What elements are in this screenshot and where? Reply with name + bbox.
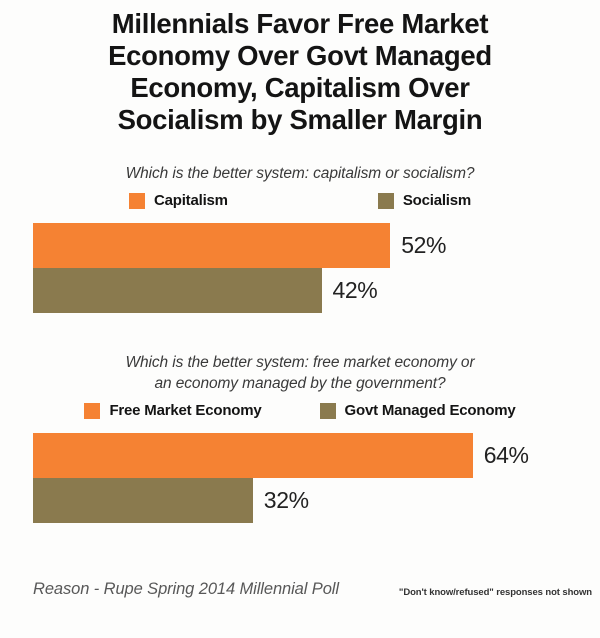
title-line-2: Economy Over Govt Managed xyxy=(108,40,492,71)
legend-item-socialism[interactable]: Socialism xyxy=(377,192,472,209)
legend-label-free-market-economy: Free Market Economy xyxy=(109,402,262,419)
legend-swatch-socialism xyxy=(377,192,394,209)
title-line-4: Socialism by Smaller Margin xyxy=(117,104,483,135)
legend-item-govt-managed-economy[interactable]: Govt Managed Economy xyxy=(319,402,516,419)
legend-item-capitalism[interactable]: Capitalism xyxy=(128,192,228,209)
bar-value-free-market-economy: 64% xyxy=(483,442,529,468)
bar-value-govt-managed-economy: 32% xyxy=(263,487,309,513)
bar-row-govt-managed-economy: 32% xyxy=(33,478,600,523)
title-line-3: Economy, Capitalism Over xyxy=(130,72,470,103)
legend-swatch-free-market-economy xyxy=(84,402,101,419)
source-attribution: Reason - Rupe Spring 2014 Millennial Pol… xyxy=(33,580,339,598)
bar-value-socialism: 42% xyxy=(332,277,378,303)
bar-group-capitalism: 52% 42% xyxy=(33,223,600,313)
bar-capitalism xyxy=(33,223,391,268)
bar-value-capitalism: 52% xyxy=(401,232,447,258)
chart-subtitle-capitalism: Which is the better system: capitalism o… xyxy=(0,163,600,184)
footnote-text: "Don't know/refused" responses not shown xyxy=(398,587,592,598)
bar-socialism xyxy=(33,268,322,313)
legend-swatch-capitalism xyxy=(128,192,145,209)
bar-row-capitalism: 52% xyxy=(33,223,600,268)
legend-label-capitalism: Capitalism xyxy=(153,192,228,209)
legend-item-free-market-economy[interactable]: Free Market Economy xyxy=(84,402,262,419)
legend-swatch-govt-managed-economy xyxy=(319,402,336,419)
subtitle-line: Which is the better system: capitalism o… xyxy=(125,165,475,182)
chart-legend-capitalism: Capitalism Socialism xyxy=(0,192,600,209)
bar-row-socialism: 42% xyxy=(33,268,600,313)
chart-footer: Reason - Rupe Spring 2014 Millennial Pol… xyxy=(0,580,600,610)
chart-section-capitalism: Which is the better system: capitalism o… xyxy=(0,163,600,313)
subtitle-line: Which is the better system: free market … xyxy=(125,354,475,371)
page-title: Millennials Favor Free Market Economy Ov… xyxy=(14,8,586,136)
chart-section-economy: Which is the better system: free market … xyxy=(0,352,600,523)
bar-group-economy: 64% 32% xyxy=(33,433,600,523)
bar-row-free-market-economy: 64% xyxy=(33,433,600,478)
bar-govt-managed-economy xyxy=(33,478,253,523)
chart-legend-economy: Free Market Economy Govt Managed Economy xyxy=(0,402,600,419)
legend-label-govt-managed-economy: Govt Managed Economy xyxy=(344,402,516,419)
legend-label-socialism: Socialism xyxy=(402,192,472,209)
subtitle-line: an economy managed by the government? xyxy=(154,375,446,392)
title-line-1: Millennials Favor Free Market xyxy=(111,8,489,39)
bar-free-market-economy xyxy=(33,433,473,478)
chart-subtitle-economy: Which is the better system: free market … xyxy=(0,352,600,394)
